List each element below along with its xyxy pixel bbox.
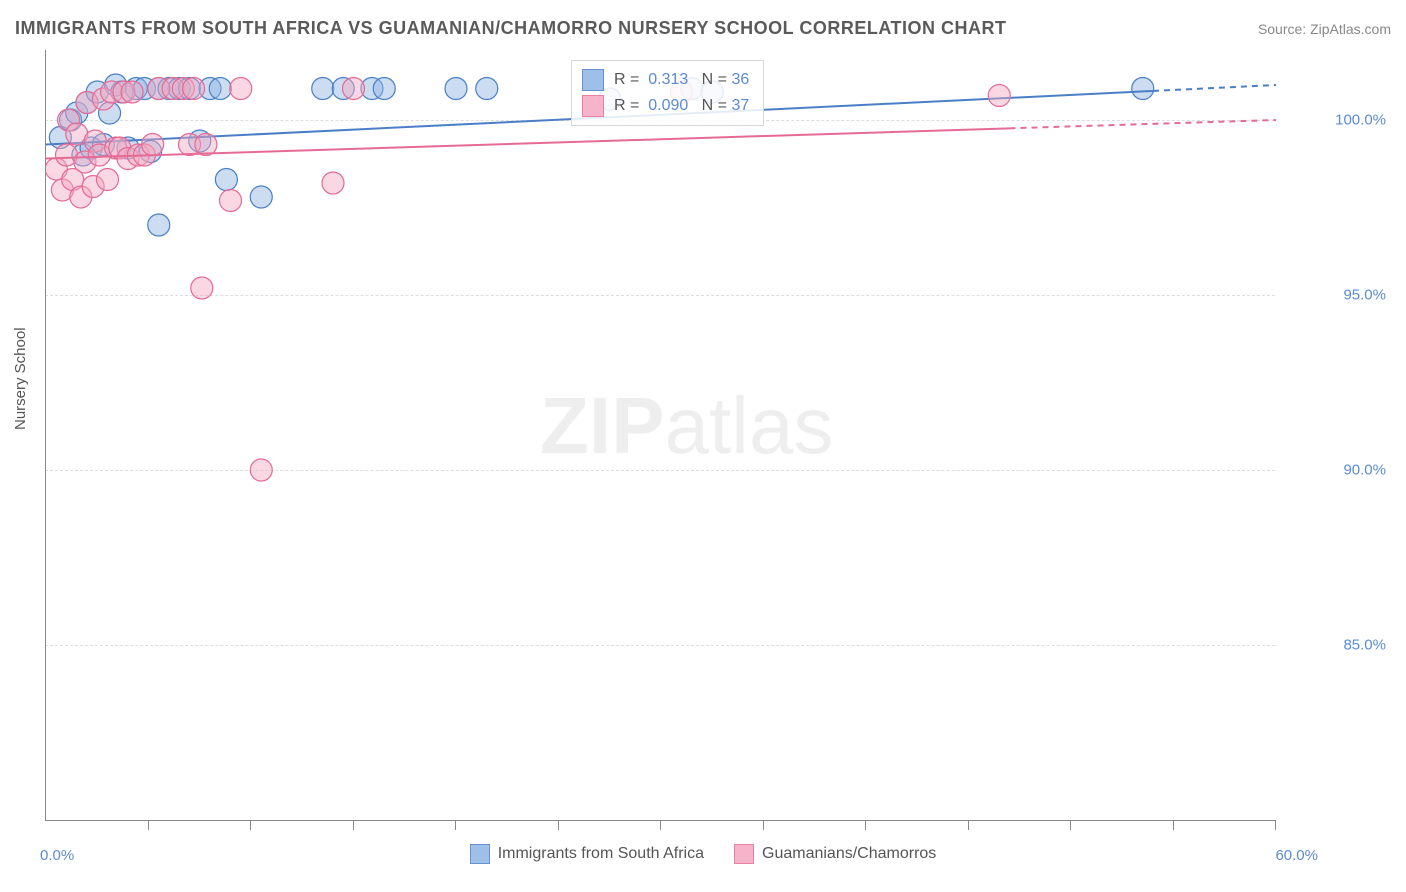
bottom-swatch-1 [734,844,754,864]
scatter-point [142,134,164,156]
chart-svg [46,50,1276,820]
x-tick-label-min: 0.0% [40,847,74,864]
chart-title: IMMIGRANTS FROM SOUTH AFRICA VS GUAMANIA… [15,18,1006,39]
trend-line-dashed [1153,85,1276,91]
scatter-point [230,78,252,100]
chart-source: Source: ZipAtlas.com [1258,21,1391,37]
legend-row-series-1: R = 0.090 N = 37 [582,93,749,119]
legend-stats-0: R = 0.313 N = 36 [614,71,749,89]
x-tick-label-max: 60.0% [1275,847,1318,864]
x-tick [1275,820,1276,830]
scatter-point [250,186,272,208]
scatter-point [343,78,365,100]
scatter-point [183,78,205,100]
x-tick [1070,820,1071,830]
scatter-point [121,81,143,103]
scatter-point [97,169,119,191]
scatter-point [1132,78,1154,100]
scatter-point [148,214,170,236]
scatter-point [988,85,1010,107]
scatter-point [476,78,498,100]
y-tick-label: 100.0% [1335,112,1386,129]
x-tick [148,820,149,830]
x-tick [1173,820,1174,830]
bottom-legend-item-0: Immigrants from South Africa [470,844,704,864]
x-tick [558,820,559,830]
x-tick [455,820,456,830]
x-tick [250,820,251,830]
y-tick-label: 95.0% [1343,287,1386,304]
scatter-point [250,459,272,481]
x-tick [968,820,969,830]
legend-swatch-1 [582,95,604,117]
legend-row-series-0: R = 0.313 N = 36 [582,67,749,93]
y-axis-label: Nursery School [12,327,29,430]
scatter-point [191,277,213,299]
scatter-point [220,190,242,212]
scatter-point [312,78,334,100]
correlation-legend: R = 0.313 N = 36 R = 0.090 N = 37 [571,60,764,126]
bottom-legend: Immigrants from South Africa Guamanians/… [0,844,1406,864]
y-tick-label: 85.0% [1343,637,1386,654]
legend-stats-1: R = 0.090 N = 37 [614,97,749,115]
x-tick [660,820,661,830]
chart-header: IMMIGRANTS FROM SOUTH AFRICA VS GUAMANIA… [15,18,1391,39]
legend-swatch-0 [582,69,604,91]
y-tick-label: 90.0% [1343,462,1386,479]
x-tick [353,820,354,830]
scatter-point [445,78,467,100]
scatter-point [209,78,231,100]
bottom-legend-item-1: Guamanians/Chamorros [734,844,936,864]
scatter-point [195,134,217,156]
bottom-swatch-0 [470,844,490,864]
plot-area [45,50,1276,821]
x-tick [763,820,764,830]
x-tick [865,820,866,830]
trend-line-dashed [1010,120,1277,128]
scatter-point [322,172,344,194]
scatter-point [215,169,237,191]
scatter-point [373,78,395,100]
